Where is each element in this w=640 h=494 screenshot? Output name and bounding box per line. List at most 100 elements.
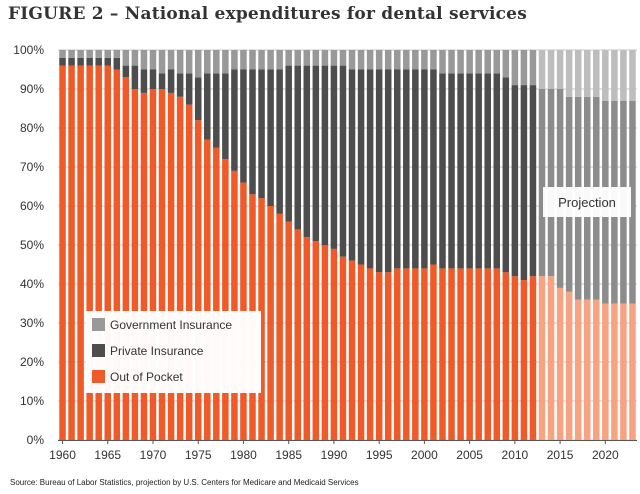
bar-out-of-pocket-1973 (176, 96, 184, 441)
bar-out-of-pocket-1983 (267, 206, 274, 440)
bar-private-insurance-1997 (394, 69, 401, 269)
bar-private-insurance-1973 (176, 73, 184, 97)
bar-private-insurance-1969 (140, 69, 148, 93)
bar-private-insurance-2000 (421, 69, 428, 269)
bar-government-insurance-1978 (222, 50, 229, 74)
bar-government-insurance-2008 (493, 50, 501, 74)
bar-government-insurance-1964 (95, 50, 102, 58)
x-tick-label: 2020 (592, 448, 619, 462)
bar-government-insurance-1993 (357, 50, 365, 70)
bar-private-insurance-2004 (457, 73, 464, 269)
bar-private-insurance-1984 (276, 69, 283, 214)
bar-government-insurance-2014 (547, 50, 555, 89)
legend-swatch-government-insurance (92, 318, 105, 331)
bar-government-insurance-1963 (86, 50, 93, 58)
bar-private-insurance-1977 (213, 73, 220, 148)
bar-out-of-pocket-1979 (231, 170, 238, 440)
bar-private-insurance-1995 (375, 69, 383, 273)
bar-private-insurance-1976 (204, 73, 211, 140)
bar-out-of-pocket-1974 (185, 104, 193, 440)
x-tick-label: 1960 (49, 448, 76, 462)
bar-private-insurance-1974 (185, 73, 193, 105)
legend-swatch-out-of-pocket (92, 370, 105, 383)
bar-government-insurance-1960 (59, 50, 66, 58)
bar-out-of-pocket-2011 (520, 280, 528, 440)
bar-out-of-pocket-1963 (86, 65, 93, 440)
bar-private-insurance-1994 (366, 69, 374, 269)
bar-out-of-pocket-1961 (68, 65, 75, 440)
y-tick-label: 60% (20, 199, 44, 213)
bar-government-insurance-1989 (321, 50, 329, 66)
bar-private-insurance-1993 (357, 69, 365, 265)
bar-out-of-pocket-2019 (593, 299, 600, 440)
bar-government-insurance-1985 (285, 50, 292, 66)
bar-private-insurance-2006 (475, 73, 482, 269)
bar-private-insurance-1987 (303, 65, 311, 238)
bar-out-of-pocket-2017 (574, 299, 582, 440)
legend-label-government-insurance: Government Insurance (110, 318, 232, 332)
bar-government-insurance-2022 (620, 50, 627, 101)
bar-government-insurance-2005 (466, 50, 473, 74)
bar-private-insurance-2013 (538, 89, 546, 277)
bar-private-insurance-2008 (493, 73, 501, 269)
y-tick-label: 30% (20, 316, 44, 330)
y-tick-label: 50% (20, 238, 44, 252)
x-tick-label: 2015 (547, 448, 574, 462)
bar-government-insurance-2002 (439, 50, 446, 74)
bar-out-of-pocket-1960 (59, 65, 66, 440)
bar-out-of-pocket-1970 (149, 89, 157, 440)
bar-government-insurance-1981 (249, 50, 256, 70)
x-tick-label: 1990 (321, 448, 348, 462)
bar-government-insurance-1996 (384, 50, 392, 70)
bar-out-of-pocket-1997 (394, 268, 401, 440)
bar-government-insurance-2023 (629, 50, 636, 101)
x-tick-label: 1970 (140, 448, 167, 462)
x-tick-label: 1980 (230, 448, 257, 462)
bar-government-insurance-2004 (457, 50, 464, 74)
bar-government-insurance-1977 (213, 50, 220, 74)
bar-government-insurance-1992 (348, 50, 356, 70)
bar-out-of-pocket-2000 (421, 268, 428, 440)
bar-government-insurance-2020 (602, 50, 609, 101)
bar-out-of-pocket-1976 (204, 139, 211, 440)
bar-private-insurance-1971 (158, 73, 166, 89)
bar-government-insurance-1969 (140, 50, 148, 70)
bar-government-insurance-2016 (565, 50, 573, 97)
bar-government-insurance-2009 (502, 50, 510, 78)
bar-government-insurance-2015 (556, 50, 564, 89)
x-tick-label: 1965 (94, 448, 121, 462)
bar-government-insurance-2011 (520, 50, 528, 86)
bar-out-of-pocket-1975 (194, 120, 202, 440)
bar-private-insurance-1978 (222, 73, 229, 160)
bar-out-of-pocket-1982 (258, 198, 265, 440)
bar-government-insurance-2017 (574, 50, 582, 97)
bar-government-insurance-1984 (276, 50, 283, 70)
bar-out-of-pocket-2005 (466, 268, 473, 440)
bar-private-insurance-1983 (267, 69, 274, 206)
bar-out-of-pocket-1993 (357, 264, 365, 440)
bar-government-insurance-1995 (375, 50, 383, 70)
bar-government-insurance-1974 (185, 50, 193, 74)
bar-out-of-pocket-2013 (538, 276, 546, 440)
bar-out-of-pocket-2007 (484, 268, 491, 440)
bar-private-insurance-1992 (348, 69, 356, 261)
bar-government-insurance-2021 (611, 50, 618, 101)
bar-out-of-pocket-1984 (276, 213, 283, 440)
bar-government-insurance-1997 (394, 50, 401, 70)
bar-government-insurance-2001 (430, 50, 437, 70)
legend-label-out-of-pocket: Out of Pocket (110, 370, 183, 384)
bar-out-of-pocket-1994 (366, 268, 374, 440)
source-note: Source: Bureau of Labor Statistics, proj… (10, 478, 359, 487)
bar-out-of-pocket-2008 (493, 268, 501, 440)
bar-out-of-pocket-1992 (348, 260, 356, 440)
bar-out-of-pocket-2004 (457, 268, 464, 440)
bar-out-of-pocket-2009 (502, 272, 510, 440)
bar-private-insurance-2003 (448, 73, 455, 269)
bar-private-insurance-1990 (330, 65, 338, 249)
bar-out-of-pocket-1962 (77, 65, 84, 440)
bar-government-insurance-1962 (77, 50, 84, 58)
bar-government-insurance-1979 (231, 50, 238, 70)
bar-out-of-pocket-1978 (222, 159, 229, 440)
bar-government-insurance-1973 (176, 50, 184, 74)
